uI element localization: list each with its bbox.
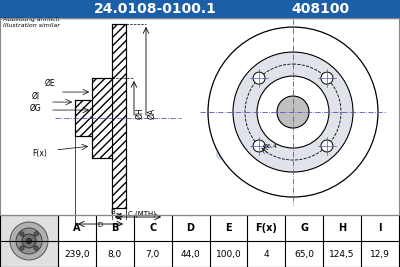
Bar bbox=[92, 78, 112, 158]
Circle shape bbox=[233, 52, 353, 172]
Circle shape bbox=[208, 27, 378, 197]
Text: ØG: ØG bbox=[30, 104, 42, 113]
Text: 8,0: 8,0 bbox=[108, 249, 122, 258]
Circle shape bbox=[34, 246, 38, 250]
Text: 4: 4 bbox=[264, 249, 269, 258]
Bar bbox=[0, 18, 399, 215]
Text: 24.0108-0100.1: 24.0108-0100.1 bbox=[94, 2, 216, 16]
Text: ØA: ØA bbox=[147, 108, 156, 119]
Text: Ø6,4: Ø6,4 bbox=[263, 144, 278, 149]
Text: ate: ate bbox=[215, 134, 273, 167]
Text: 239,0: 239,0 bbox=[64, 249, 90, 258]
Circle shape bbox=[277, 96, 309, 128]
Text: B: B bbox=[111, 223, 118, 233]
Bar bbox=[0, 215, 58, 267]
Circle shape bbox=[10, 222, 48, 260]
Circle shape bbox=[321, 140, 333, 152]
Circle shape bbox=[20, 246, 24, 250]
Text: H: H bbox=[338, 223, 346, 233]
Bar bbox=[0, 0, 400, 18]
Text: 44,0: 44,0 bbox=[181, 249, 200, 258]
Text: G: G bbox=[300, 223, 308, 233]
Circle shape bbox=[253, 140, 265, 152]
Circle shape bbox=[22, 234, 36, 248]
Text: I: I bbox=[378, 223, 382, 233]
Text: 100,0: 100,0 bbox=[216, 249, 241, 258]
Text: 7,0: 7,0 bbox=[146, 249, 160, 258]
Text: D: D bbox=[187, 223, 195, 233]
Text: B: B bbox=[111, 209, 115, 215]
Text: C (MTH): C (MTH) bbox=[128, 211, 156, 217]
Bar bbox=[112, 24, 126, 208]
Circle shape bbox=[20, 232, 24, 236]
Text: 408100: 408100 bbox=[291, 2, 349, 16]
Text: 124,5: 124,5 bbox=[330, 249, 355, 258]
Text: F(x): F(x) bbox=[32, 148, 48, 158]
Circle shape bbox=[26, 238, 32, 244]
Text: ØI: ØI bbox=[32, 92, 40, 101]
Text: ØH: ØH bbox=[135, 107, 144, 119]
Text: C: C bbox=[149, 223, 156, 233]
Circle shape bbox=[34, 232, 38, 236]
Bar bbox=[58, 215, 399, 267]
Circle shape bbox=[257, 76, 329, 148]
Text: Illustration similar: Illustration similar bbox=[3, 23, 60, 28]
Text: A: A bbox=[73, 223, 81, 233]
Text: ®: ® bbox=[278, 164, 288, 174]
Text: F(x): F(x) bbox=[256, 223, 277, 233]
Circle shape bbox=[253, 72, 265, 84]
Circle shape bbox=[16, 228, 42, 254]
Text: E: E bbox=[225, 223, 232, 233]
Text: ØE: ØE bbox=[45, 78, 55, 88]
Text: Abbildung ähnlich: Abbildung ähnlich bbox=[3, 17, 60, 22]
Text: D: D bbox=[98, 222, 103, 228]
Circle shape bbox=[321, 72, 333, 84]
Text: 12,9: 12,9 bbox=[370, 249, 390, 258]
Bar bbox=[75, 100, 92, 136]
Text: 65,0: 65,0 bbox=[294, 249, 314, 258]
